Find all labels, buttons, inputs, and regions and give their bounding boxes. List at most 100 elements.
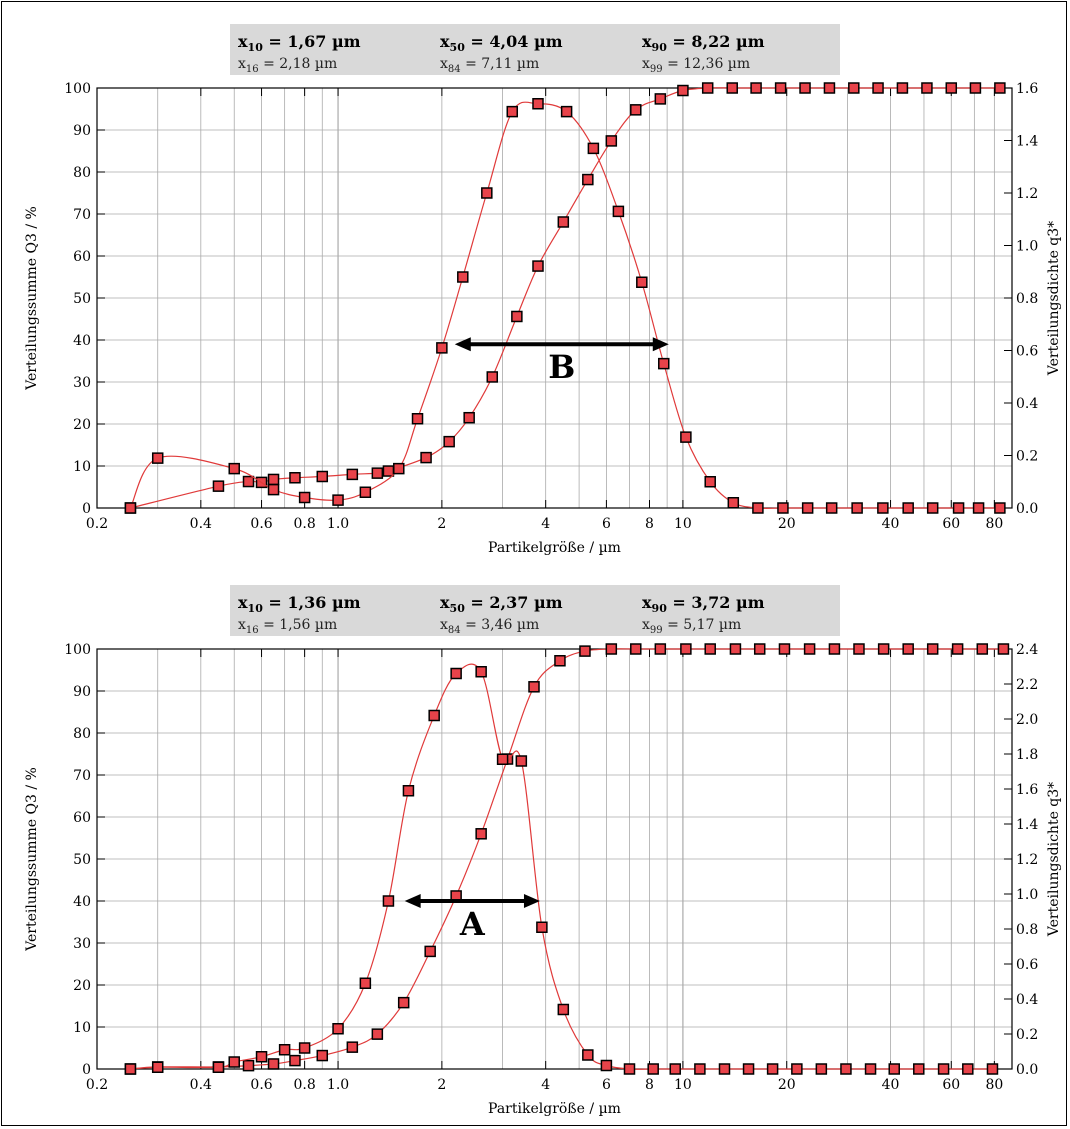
y2-tick-label: 0.0 [1016,501,1038,517]
y2-tick-label: 1.0 [1016,887,1038,903]
data-point [316,1049,329,1062]
data-point [694,1063,706,1075]
y-tick-label: 10 [73,459,91,475]
y-tick-label: 80 [73,165,91,181]
data-point [557,1003,570,1016]
y-tick-label: 20 [73,417,91,433]
data-point [124,502,137,514]
x-tick-label: 80 [985,1077,1003,1093]
data-point [475,828,487,840]
data-point [428,709,440,722]
x-axis-title: Partikelgröße / µm [488,540,621,556]
data-point [647,1063,659,1075]
data-point [877,502,889,514]
data-point [654,643,667,655]
data-point [382,895,395,907]
y2-tick-label: 0.2 [1016,449,1038,465]
chart-panel-1: x10 = 1,36 µm x50 = 2,37 µm x90 = 3,72 µm x… [24,585,1062,1117]
data-point [848,82,860,94]
data-point [463,411,475,424]
stats-box: x10 = 1,67 µm x50 = 4,04 µm x90 = 8,22 µm x… [230,24,840,75]
data-point [212,480,225,492]
x-tick-label: 40 [882,516,900,532]
data-point [228,462,240,475]
data-point [726,82,738,94]
data-point [536,921,548,933]
data-point [840,1063,852,1075]
y-tick-label: 50 [73,852,91,868]
x-tick-label: 0.4 [190,1077,212,1093]
data-point [636,276,648,288]
data-point [443,435,455,448]
x-tick-label: 80 [985,516,1003,532]
data-point [778,643,791,655]
data-point [532,260,544,272]
x-tick-label: 2 [437,1077,446,1093]
data-point [630,104,642,116]
y2-tick-label: 0.6 [1016,344,1038,360]
stat-x90: x90 = 8,22 µm [642,32,765,54]
stat-x10: x10 = 1,36 µm [238,593,361,615]
data-point [332,1023,344,1035]
data-point [511,310,523,323]
data-point [951,643,964,655]
data-point [888,1063,900,1075]
stat-x10: x10 = 1,67 µm [238,32,361,54]
data-point [926,502,939,514]
series-density-q3 [124,98,1006,514]
data-point [278,1044,291,1056]
data-point [289,472,301,484]
series-line [129,101,1000,509]
data-point [359,486,372,498]
data-point [402,785,415,797]
data-point [851,502,863,514]
y2-axis-title: Verteilungsdichte q3* [1046,221,1062,376]
y-tick-label: 90 [73,684,91,700]
data-point [669,1063,681,1075]
data-point [481,187,493,199]
data-point [582,1049,594,1061]
data-point [952,502,965,514]
y-tick-label: 70 [73,768,91,784]
y2-tick-label: 0.0 [1016,1062,1038,1078]
data-point [151,452,164,464]
data-point [411,413,424,425]
data-point [267,1058,280,1070]
y2-tick-label: 1.0 [1016,239,1038,255]
x-tick-label: 8 [645,1077,654,1093]
data-point [823,82,836,94]
data-point [902,502,914,514]
y-tick-label: 100 [64,81,91,97]
series-density-q3 [124,663,999,1075]
data-point [605,643,618,655]
data-point [742,1063,755,1075]
x-tick-label: 2 [437,516,446,532]
data-point [587,142,600,155]
y2-tick-label: 1.2 [1016,852,1038,868]
data-point [680,431,692,443]
arrow-head-left [404,894,421,908]
data-point [397,996,410,1009]
data-point [913,1063,925,1075]
data-point [825,502,838,514]
data-point [560,105,573,118]
x-tick-label: 20 [778,516,796,532]
y2-tick-label: 0.6 [1016,957,1038,973]
data-point [151,1061,164,1073]
data-point [969,82,982,94]
y-tick-label: 0 [82,501,91,517]
data-point [872,82,884,94]
data-point [658,357,670,370]
data-point [255,1051,268,1063]
x-tick-label: 10 [674,516,692,532]
x-axis-title: Partikelgröße / µm [488,1101,621,1117]
stat-x16: x16 = 1,56 µm [238,617,337,636]
data-point [677,84,689,97]
data-point [371,467,384,479]
data-point [853,643,865,655]
stat-x16: x16 = 2,18 µm [238,56,337,75]
y2-tick-label: 1.6 [1016,81,1038,97]
x-tick-label: 60 [942,516,960,532]
x-tick-label: 60 [942,1077,960,1093]
